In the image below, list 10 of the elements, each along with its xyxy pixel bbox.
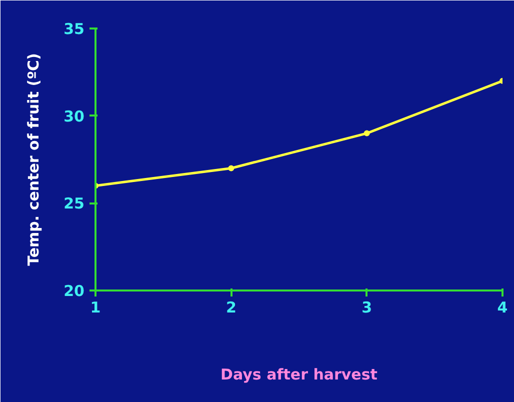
y-tick-label: 25 bbox=[64, 194, 84, 213]
x-tick-label: 4 bbox=[497, 298, 508, 316]
x-tick-label: 1 bbox=[90, 298, 101, 316]
y-axis-title: Temp. center of fruit (ºC) bbox=[24, 53, 43, 266]
x-tick-label: 3 bbox=[362, 298, 372, 316]
x-tick-label: 2 bbox=[226, 298, 236, 316]
y-tick-label: 30 bbox=[64, 107, 84, 126]
y-tick-label: 20 bbox=[64, 282, 84, 300]
x-axis-title: Days after harvest bbox=[220, 366, 378, 384]
y-tick-label: 35 bbox=[64, 20, 84, 38]
